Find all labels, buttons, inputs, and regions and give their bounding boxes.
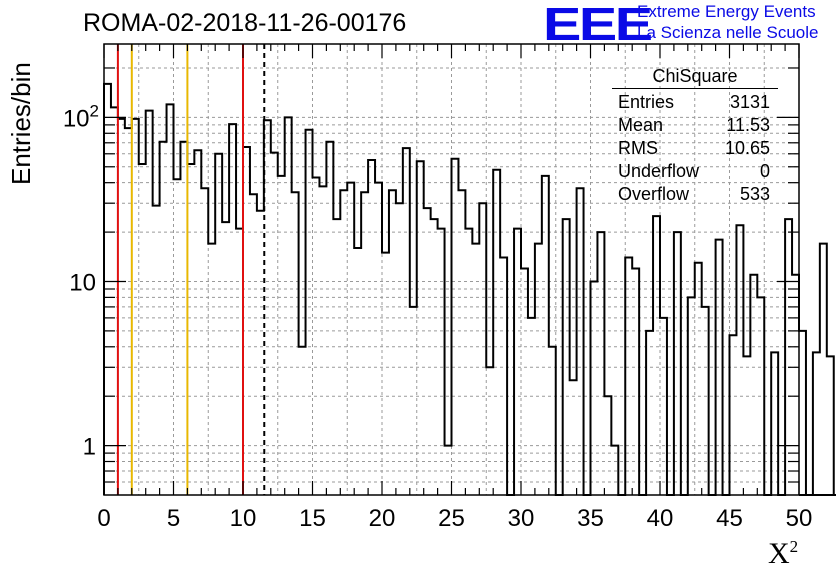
x-tick-label: 40 xyxy=(647,505,674,532)
x-tick-label: 30 xyxy=(508,505,535,532)
stats-value: 3131 xyxy=(729,92,770,112)
stats-value: 11.53 xyxy=(726,115,770,135)
stats-value: 10.65 xyxy=(724,138,770,158)
stats-label: Overflow xyxy=(618,184,690,204)
x-tick-label: 15 xyxy=(299,505,326,532)
y-axis-label: Entries/bin xyxy=(6,62,36,185)
x-tick-label: 0 xyxy=(97,505,110,532)
x-tick-label: 20 xyxy=(369,505,396,532)
x-tick-label: 5 xyxy=(167,505,180,532)
stats-label: Mean xyxy=(618,115,664,135)
stats-value: 0 xyxy=(759,161,770,181)
x-tick-label: 10 xyxy=(230,505,257,532)
y-tick-label: 10 xyxy=(69,269,96,296)
x-axis-label-base: X xyxy=(768,537,790,570)
x-tick-label: 25 xyxy=(438,505,465,532)
x-tick-label: 35 xyxy=(577,505,604,532)
x-tick-label: 50 xyxy=(786,505,813,532)
stats-box: ChiSquare Entries 3131 Mean 11.53 RMS 10.65… xyxy=(612,66,778,206)
histogram-title: ROMA-02-2018-11-26-00176 xyxy=(83,9,407,37)
eee-logo: EEE xyxy=(543,0,653,50)
stats-label: Underflow xyxy=(618,161,700,181)
y-tick-label: 1 xyxy=(83,434,96,461)
stats-row: Entries 3131 xyxy=(612,91,778,114)
x-axis-label: X2 xyxy=(768,537,798,571)
stats-row: Underflow 0 xyxy=(612,160,778,183)
x-axis-label-sup: 2 xyxy=(789,537,799,556)
x-tick-label: 45 xyxy=(716,505,743,532)
stats-row: Mean 11.53 xyxy=(612,114,778,137)
logo-line-2: La Scienza nelle Scuole xyxy=(637,23,819,42)
stats-value: 533 xyxy=(739,184,770,204)
stats-row: Overflow 533 xyxy=(612,183,778,206)
stats-label: Entries xyxy=(618,92,675,112)
histogram-series xyxy=(103,82,836,496)
stats-row: RMS 10.65 xyxy=(612,137,778,160)
y-tick-label: 102 xyxy=(63,101,99,132)
stats-label: RMS xyxy=(618,138,658,158)
logo-line-1: Extreme Energy Events xyxy=(637,2,816,21)
stats-box-name: ChiSquare xyxy=(612,66,778,89)
